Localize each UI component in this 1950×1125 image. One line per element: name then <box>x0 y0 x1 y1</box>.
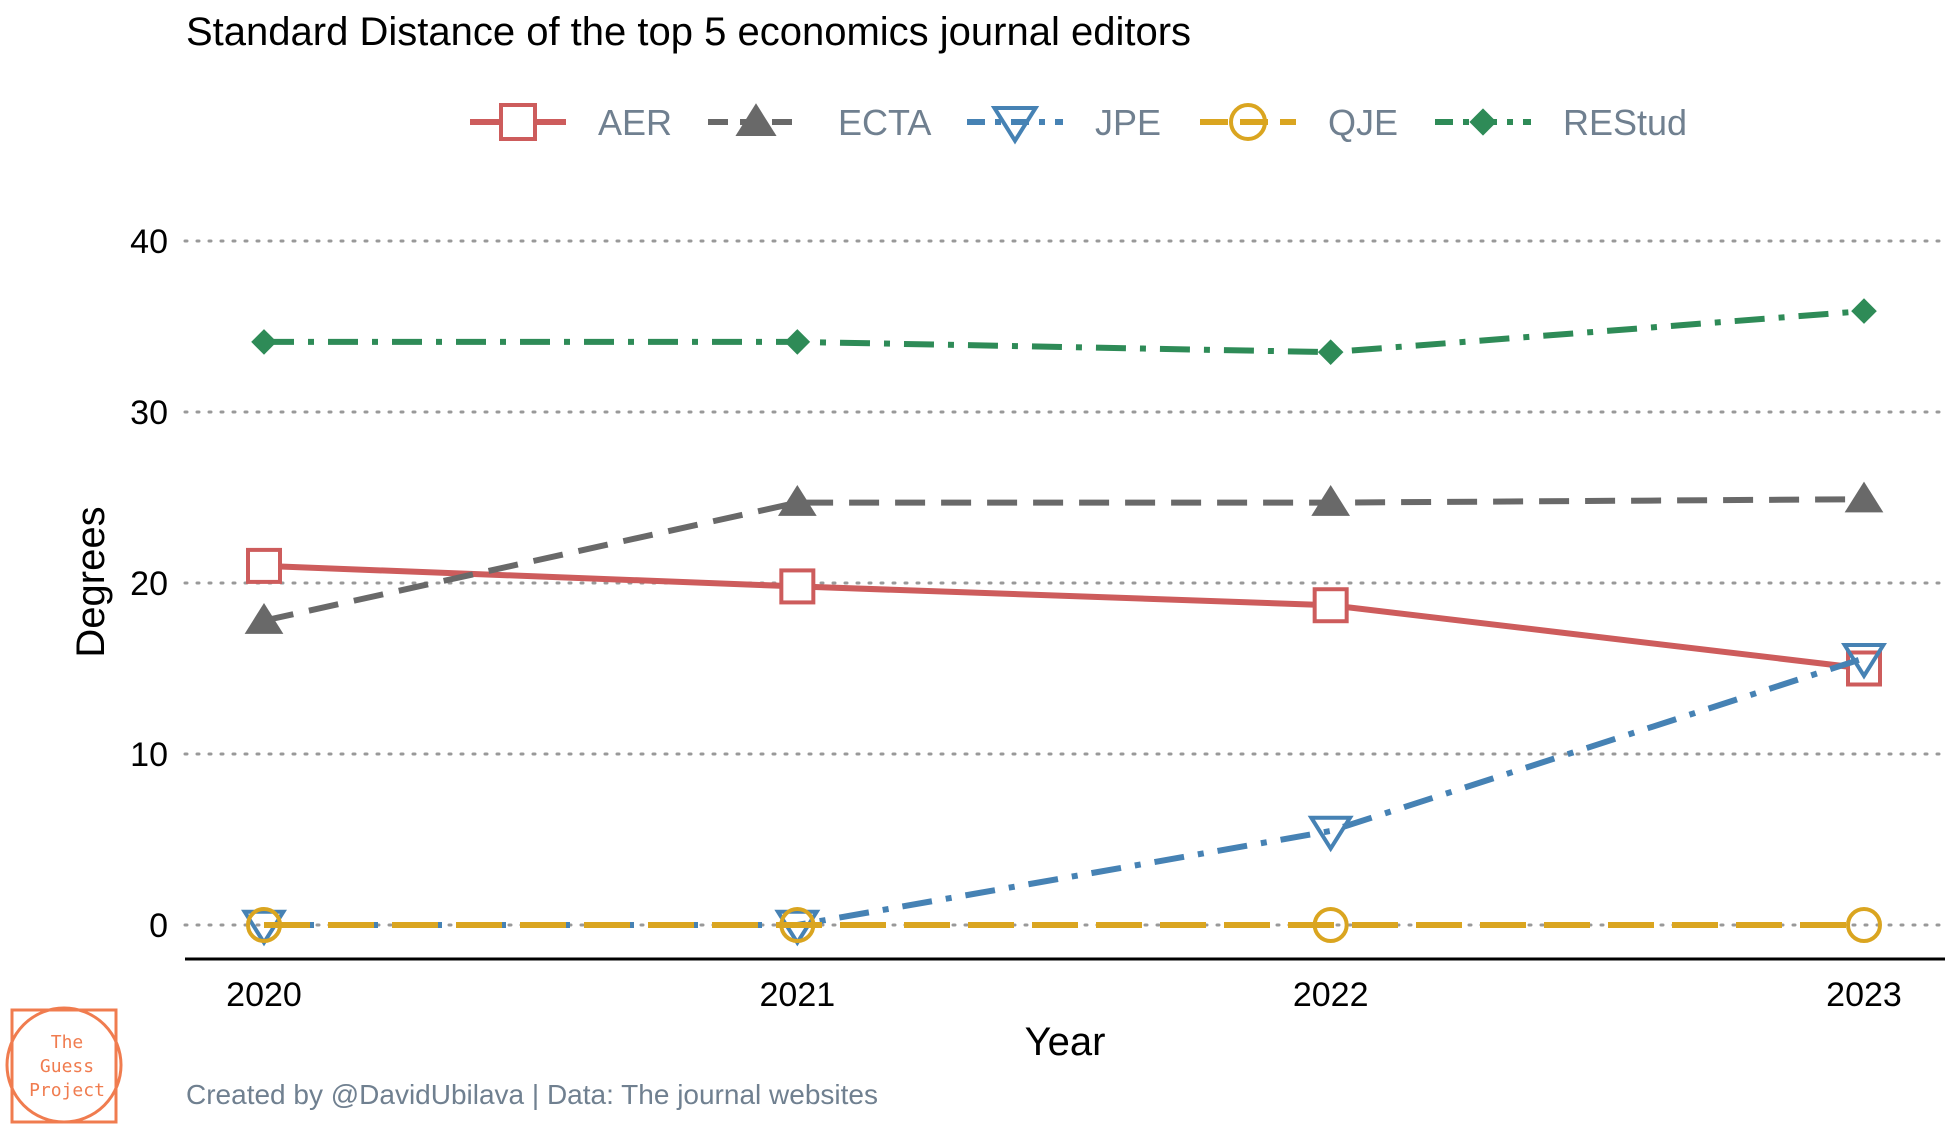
x-axis-ticks: 2020 2021 2022 2023 <box>226 976 1902 1014</box>
point-aer <box>246 547 282 584</box>
x-tick-label: 2022 <box>1293 976 1369 1014</box>
point-restud <box>251 329 277 355</box>
point-jpe <box>1307 815 1354 853</box>
y-tick-label: 0 <box>149 907 168 945</box>
series-line-restud <box>264 308 1865 356</box>
legend-label-qje: QJE <box>1328 102 1398 143</box>
legend-marker-jpe <box>990 105 1040 145</box>
series-restud <box>251 298 1877 365</box>
legend-marker-ecta <box>735 103 777 137</box>
series-line-ecta <box>263 496 1865 624</box>
point-qje <box>246 907 282 943</box>
series-line-jpe <box>264 655 1865 928</box>
series-qje <box>246 907 1882 943</box>
series-ecta <box>244 481 1884 634</box>
legend-label-aer: AER <box>598 102 672 143</box>
y-tick-label: 40 <box>130 223 168 261</box>
point-restud <box>784 329 811 355</box>
logo-line-2: Guess <box>40 1056 94 1077</box>
y-tick-label: 30 <box>130 394 168 432</box>
logo-ring <box>5 1006 123 1124</box>
series-jpe <box>241 643 1887 947</box>
y-tick-label: 20 <box>130 565 168 603</box>
y-axis-title: Degrees <box>69 506 113 657</box>
series-line-aer <box>263 562 1865 672</box>
caption: Created by @DavidUbilava | Data: The jou… <box>186 1079 878 1110</box>
point-qje <box>779 907 816 943</box>
legend-marker-aer <box>499 103 537 141</box>
legend-item-restud: REStud <box>1435 102 1687 143</box>
y-axis-ticks: 0 10 20 30 40 <box>130 223 168 945</box>
point-qje <box>1846 907 1882 943</box>
y-tick-label: 10 <box>130 736 168 774</box>
legend-label-restud: REStud <box>1563 102 1687 143</box>
legend-item-ecta: ECTA <box>708 102 931 143</box>
point-ecta <box>1844 481 1884 513</box>
point-aer <box>779 568 816 605</box>
legend-item-qje: QJE <box>1200 102 1398 143</box>
logo: The Guess Project <box>5 1006 123 1124</box>
legend-label-ecta: ECTA <box>838 102 931 143</box>
point-aer <box>1312 587 1349 624</box>
legend-item-jpe: JPE <box>967 102 1161 145</box>
point-ecta <box>1311 485 1351 516</box>
point-ecta <box>777 485 817 516</box>
x-tick-label: 2020 <box>226 976 302 1014</box>
point-restud <box>1851 298 1877 324</box>
point-ecta <box>244 603 284 634</box>
x-tick-label: 2021 <box>760 976 836 1014</box>
point-restud <box>1317 339 1344 365</box>
logo-line-1: The <box>51 1032 84 1053</box>
x-tick-label: 2023 <box>1826 976 1902 1014</box>
legend: AER ECTA JPE QJE REStud <box>470 102 1687 145</box>
legend-marker-qje <box>1229 103 1267 141</box>
legend-label-jpe: JPE <box>1095 102 1161 143</box>
legend-marker-restud <box>1469 108 1497 136</box>
x-axis-title: Year <box>1025 1020 1106 1064</box>
point-jpe <box>1841 643 1887 680</box>
chart-title: Standard Distance of the top 5 economics… <box>186 10 1191 54</box>
gridlines <box>183 239 1947 927</box>
series-group <box>241 298 1887 947</box>
logo-line-3: Project <box>29 1080 105 1101</box>
point-qje <box>1312 907 1349 943</box>
legend-item-aer: AER <box>470 102 672 143</box>
